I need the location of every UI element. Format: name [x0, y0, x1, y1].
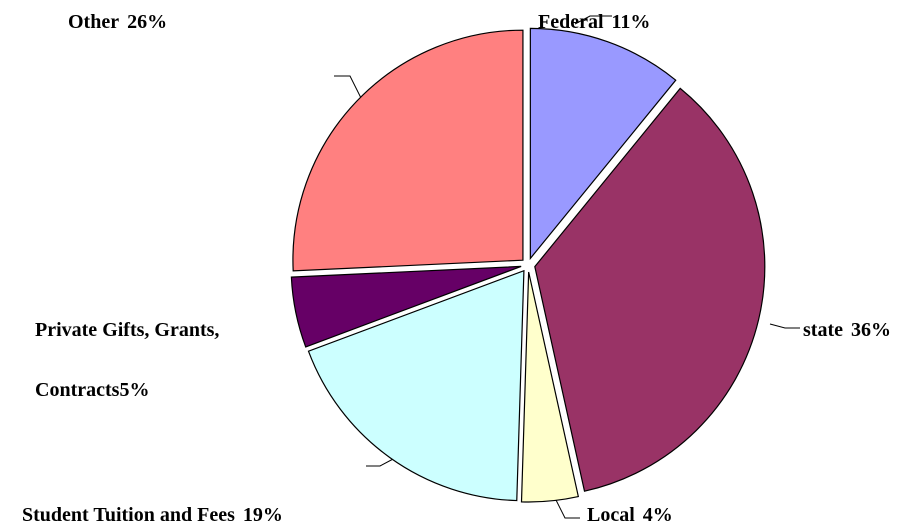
pie-slice: [292, 29, 524, 272]
category-label: Local: [587, 504, 635, 526]
category-label: Federal: [538, 11, 604, 33]
pie-slice: [529, 27, 677, 261]
leader-lines: [334, 15, 800, 519]
slice-label: state 36%: [803, 300, 891, 360]
pie-slice: [534, 87, 766, 492]
value-label: 36%: [850, 319, 891, 341]
value-label: 5%: [119, 379, 150, 401]
leader-line: [574, 15, 612, 25]
value-label: 4%: [642, 504, 673, 526]
leader-line: [334, 75, 363, 101]
category-label: Private Gifts, Grants, Contracts: [35, 319, 220, 401]
slice-label: Private Gifts, Grants, Contracts5%: [35, 300, 285, 420]
pie-slice: [307, 269, 525, 502]
pie-slice: [290, 265, 522, 348]
slice-label: Student Tuition and Fees 19%: [22, 485, 283, 527]
leader-line: [366, 457, 396, 467]
leader-line: [769, 323, 800, 329]
category-label: Other: [68, 11, 120, 33]
slice-label: Local 4%: [587, 485, 673, 527]
value-label: 11%: [611, 11, 651, 33]
value-label: 26%: [127, 11, 168, 33]
slice-label: Other 26%: [68, 0, 167, 52]
value-label: 19%: [242, 504, 283, 526]
category-label: Student Tuition and Fees: [22, 504, 235, 526]
slice-label: Federal 11%: [538, 0, 650, 52]
pie-slice: [520, 271, 580, 503]
category-label: state: [803, 319, 843, 341]
leader-line: [554, 497, 580, 519]
